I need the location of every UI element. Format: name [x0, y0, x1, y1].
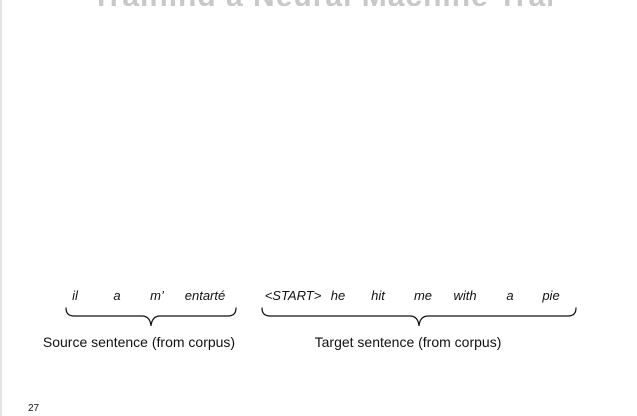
target-brace: [261, 307, 577, 327]
page-number: 27: [28, 403, 40, 414]
source-token: a: [113, 288, 121, 303]
source-brace: [65, 307, 237, 327]
target-token: pie: [542, 288, 560, 303]
target-token: me: [413, 288, 433, 303]
source-token: entarté: [184, 288, 226, 303]
slide-left-border: [0, 0, 2, 416]
target-token: with: [453, 288, 477, 303]
slide-title: Training a Neural Machine Translation sy…: [92, 0, 552, 6]
title-strip: Training a Neural Machine Translation sy…: [92, 0, 552, 6]
target-label: Target sentence (from corpus): [314, 334, 502, 350]
source-label: Source sentence (from corpus): [42, 334, 236, 350]
target-token: hit: [371, 288, 385, 303]
target-token: he: [330, 288, 346, 303]
source-token: il: [72, 288, 78, 303]
source-token: m’: [150, 288, 164, 303]
target-token: a: [506, 288, 514, 303]
target-token: <START>: [264, 288, 322, 303]
